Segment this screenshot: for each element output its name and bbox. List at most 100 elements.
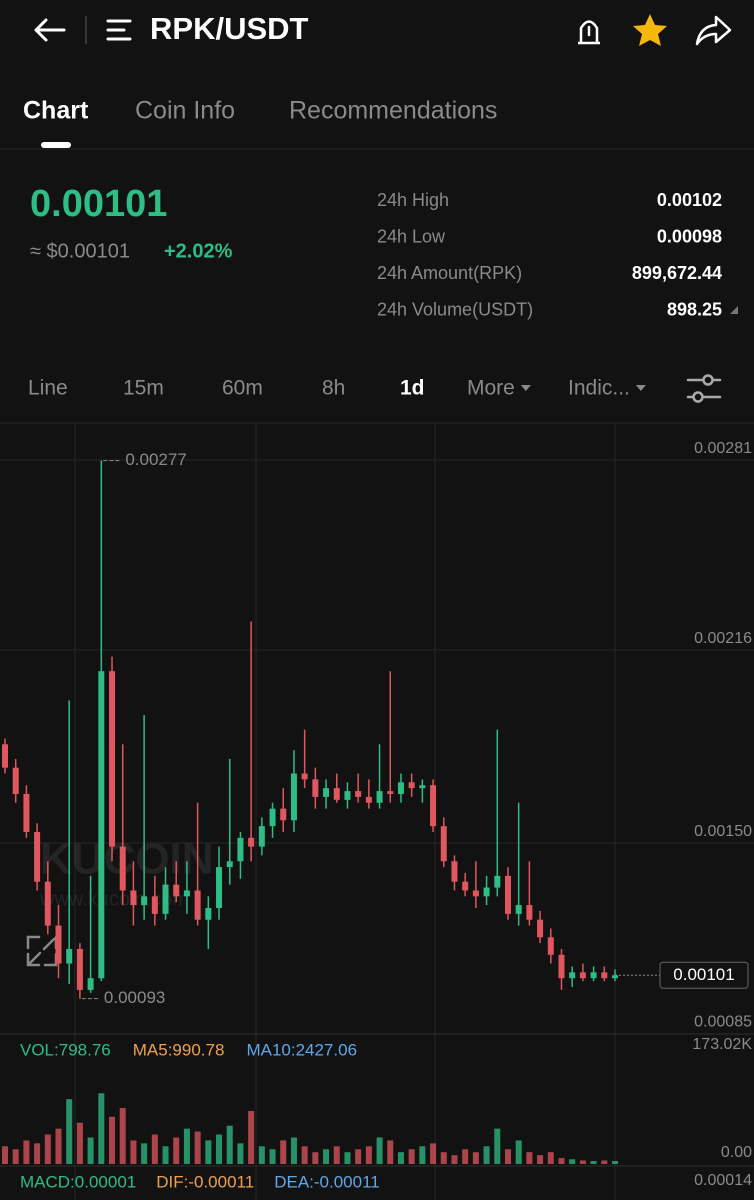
volume-bar [23,1140,30,1164]
interval-option[interactable]: 8h [322,377,345,400]
candle-body [462,881,469,891]
candle-body [98,671,105,979]
volume-bar [258,1146,265,1164]
price-change: +2.02% [164,240,233,262]
tab[interactable]: Chart [23,97,89,125]
volume-bar [547,1152,554,1164]
volume-bar [183,1128,190,1164]
candle-body [109,671,116,847]
stats: 24h High 0.00102 24h Low 0.00098 24h Amount(… [377,190,722,320]
volume-bar [216,1134,223,1164]
tab[interactable]: Coin Info [135,97,235,125]
dropdown-caret [520,385,531,391]
candle-body [397,782,404,794]
interval-option[interactable]: 15m [123,377,164,400]
candle-body [216,867,223,909]
interval-option[interactable]: More [467,377,515,400]
candle-body [237,837,244,862]
volume-bar [333,1146,340,1164]
volume-bar [569,1159,576,1164]
y-tick-label: 0.00281 [694,440,752,457]
volume-bar [387,1140,394,1164]
volume-bar [151,1134,158,1164]
volume-bar [590,1161,597,1164]
candle-body [194,890,201,920]
volume-legend: MA10:2427.06 [246,1040,357,1059]
candle-body [301,773,308,780]
star-icon [633,14,667,46]
candle-body [55,925,62,964]
volume-bar [162,1146,169,1164]
candle-body [23,793,30,833]
interval-option[interactable]: 1d [400,377,425,400]
candle-body [612,975,618,979]
volume-bar [66,1099,73,1164]
back-icon [34,18,66,42]
candle-body [547,937,554,955]
candle-body [141,896,148,906]
candle-body [419,785,426,789]
volume-bar [526,1152,533,1164]
volume-bar [12,1149,19,1164]
volume-bar [430,1143,437,1164]
candle-body [226,861,233,868]
volume-bar [462,1149,469,1164]
volume-bar [504,1149,511,1164]
settings-button[interactable] [686,374,722,403]
expand-triangle[interactable] [730,306,738,314]
volume-bar [55,1128,62,1164]
volume-bar [205,1140,212,1164]
volume-bar [397,1152,404,1164]
volume-bar [483,1146,490,1164]
volume-bar [301,1146,308,1164]
last-price-box [659,961,749,989]
candle-body [483,887,490,897]
volume-bar [269,1149,276,1164]
candle-body [269,808,276,827]
stat-value: 0.00102 [657,190,722,210]
candle-body [312,779,319,797]
candle-body [579,972,586,979]
candle-body [472,890,479,897]
volume-bar [312,1152,319,1164]
volume-tick-label: 0.00 [721,1144,752,1161]
candle-body [248,837,255,847]
candle-body [504,875,511,914]
volume-bar [248,1110,255,1164]
candle-body [515,905,522,914]
volume-bar [34,1143,41,1164]
candle-body [119,846,126,891]
menu-button[interactable] [106,19,132,41]
interval-option[interactable]: Line [28,377,68,400]
favorite-button[interactable] [633,14,667,46]
tab-indicator [41,142,71,148]
volume-bar [440,1152,447,1164]
stat-value: 898.25 [667,299,722,319]
candle-body [323,788,330,797]
candle-body [130,890,137,906]
tab[interactable]: Recommendations [289,97,497,125]
candle-body [355,791,362,797]
volume-bar [290,1137,297,1164]
candle-body [12,767,19,794]
share-button[interactable] [695,15,732,46]
volume-bar [87,1137,94,1164]
candle-body [290,773,297,821]
volume-bar [141,1143,148,1164]
volume-bar [98,1093,105,1164]
back-button[interactable] [34,18,66,42]
macd-axis-label: 0.00014 [694,1172,752,1189]
candle-body [590,972,597,979]
menu-icon [106,19,132,41]
candle-body [173,884,180,897]
volume-bar [408,1149,415,1164]
stat-label: 24h High [377,190,449,210]
volume-bar [472,1152,479,1164]
interval-option[interactable]: 60m [222,377,263,400]
pair-title: RPK/USDT [150,11,309,46]
interval-option[interactable]: Indic... [568,377,630,400]
dropdown-caret [635,385,646,391]
volume-bar [365,1146,372,1164]
alert-button[interactable] [578,20,600,45]
volume-bar [130,1140,137,1164]
